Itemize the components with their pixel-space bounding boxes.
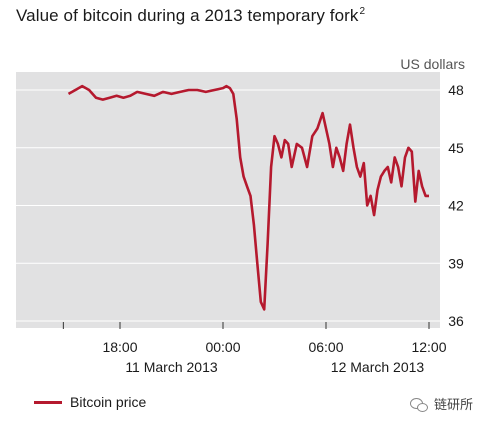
title-footnote: 2 xyxy=(359,6,366,17)
watermark-text: 链研所 xyxy=(433,397,473,412)
watermark: 链研所 xyxy=(409,394,473,413)
wechat-icon xyxy=(409,396,428,412)
x-axis-ticks xyxy=(62,322,430,329)
chart-title: Value of bitcoin during a 2013 temporary… xyxy=(16,6,366,25)
y-axis-tick-labels: 36 39 42 45 48 xyxy=(448,82,464,329)
x-tick-label: 00:00 xyxy=(205,339,240,355)
y-tick-label: 36 xyxy=(448,313,464,329)
date-label: 12 March 2013 xyxy=(331,359,425,375)
y-tick-label: 48 xyxy=(448,82,464,98)
x-axis-tick-labels: 18:00 00:00 06:00 12:00 xyxy=(102,339,446,355)
y-tick-label: 39 xyxy=(448,255,464,271)
y-tick-label: 45 xyxy=(448,140,464,156)
y-tick-label: 42 xyxy=(448,198,464,214)
y-axis-label: US dollars xyxy=(400,56,465,72)
x-tick-label: 18:00 xyxy=(102,339,137,355)
x-tick-label: 06:00 xyxy=(308,339,343,355)
legend-swatch xyxy=(34,400,62,404)
x-tick-label: 12:00 xyxy=(411,339,446,355)
legend-label: Bitcoin price xyxy=(70,394,147,410)
bitcoin-price-line xyxy=(67,84,429,311)
date-labels: 11 March 2013 12 March 2013 xyxy=(125,359,424,375)
legend: Bitcoin price xyxy=(34,394,146,410)
date-label: 11 March 2013 xyxy=(125,359,218,375)
